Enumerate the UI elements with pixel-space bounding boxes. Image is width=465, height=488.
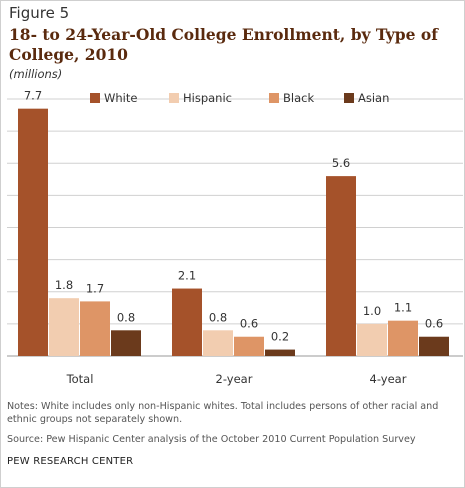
data-labels: 7.7 1.8 1.7 0.8 2.1 0.8 0.6 0.2 5.6 1.0 1.1 0.6 <box>24 89 443 344</box>
bar-asian-2-year <box>265 349 295 356</box>
bars <box>18 108 449 357</box>
category-label: Total <box>66 372 94 386</box>
data-label: 1.1 <box>394 301 412 315</box>
data-label: 7.7 <box>24 89 42 103</box>
data-label: 1.0 <box>363 304 381 318</box>
bar-black-total <box>80 301 110 356</box>
bar-hispanic-2-year <box>203 330 233 356</box>
data-label: 0.8 <box>117 310 135 324</box>
gridlines <box>7 98 463 357</box>
category-label: 4-year <box>370 372 407 386</box>
legend-label-hispanic: Hispanic <box>183 91 232 105</box>
legend: White Hispanic Black Asian <box>90 91 389 105</box>
data-label: 0.6 <box>425 317 443 331</box>
bar-hispanic-total <box>49 298 79 356</box>
legend-label-black: Black <box>283 91 314 105</box>
legend-label-white: White <box>104 91 137 105</box>
data-label: 1.7 <box>86 281 104 295</box>
units-label: (millions) <box>9 67 63 81</box>
bar-white-2-year <box>172 288 202 356</box>
data-label: 1.8 <box>55 278 73 292</box>
bar-hispanic-4-year <box>357 323 387 356</box>
data-label: 5.6 <box>332 156 350 170</box>
organization-name: PEW RESEARCH CENTER <box>7 456 134 467</box>
bar-black-4-year <box>388 320 418 356</box>
figure-label: Figure 5 <box>9 4 70 22</box>
legend-label-asian: Asian <box>358 91 389 105</box>
category-label: 2-year <box>216 372 253 386</box>
legend-swatch-black <box>269 93 279 103</box>
bar-asian-4-year <box>419 336 449 356</box>
chart-title: 18- to 24-Year-Old College Enrollment, b… <box>9 25 438 64</box>
legend-swatch-hispanic <box>169 93 179 103</box>
chart-source: Source: Pew Hispanic Center analysis of … <box>7 434 416 445</box>
bar-black-2-year <box>234 336 264 356</box>
category-labels: Total 2-year 4-year <box>66 372 407 386</box>
legend-swatch-asian <box>344 93 354 103</box>
data-label: 0.2 <box>271 330 289 344</box>
bar-white-4-year <box>326 176 356 356</box>
data-label: 2.1 <box>178 269 196 283</box>
data-label: 0.6 <box>240 317 258 331</box>
data-label: 0.8 <box>209 310 227 324</box>
bar-white-total <box>18 108 48 357</box>
bar-chart: 7.7 1.8 1.7 0.8 2.1 0.8 0.6 0.2 5.6 1.0 1.1 0.6 Tot… <box>7 89 463 386</box>
chart-notes: Notes: White includes only non-Hispanic … <box>7 401 439 425</box>
legend-swatch-white <box>90 93 100 103</box>
bar-asian-total <box>111 330 141 356</box>
